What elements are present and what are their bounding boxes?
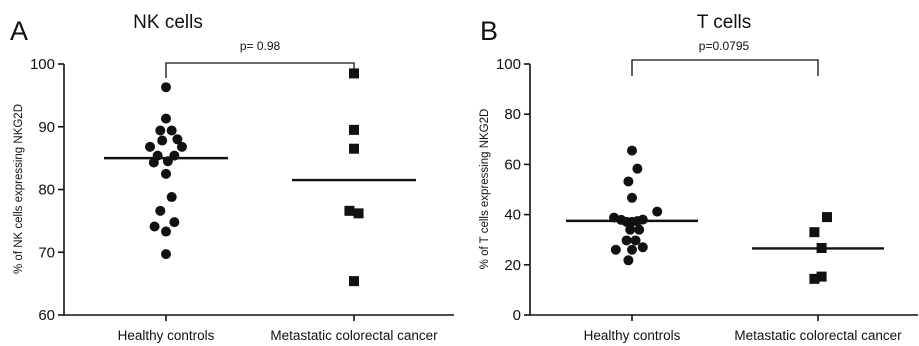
- data-point-circle: [161, 249, 171, 260]
- data-point-square: [353, 208, 364, 219]
- data-point-circle: [623, 176, 634, 187]
- category-label-healthy-controls: Healthy controls: [118, 328, 215, 343]
- data-point-square: [344, 205, 355, 216]
- data-point-square: [349, 143, 359, 154]
- data-point-square: [816, 242, 827, 253]
- category-label-metastatic-colorectal-cancer: Metastatic colorectal cancer: [270, 328, 438, 343]
- y-tick-label: 80: [38, 182, 55, 199]
- data-point-circle: [623, 255, 634, 266]
- y-axis-label-t: % of T cells expressing NKG2D: [479, 109, 491, 270]
- y-tick-label: 100: [30, 56, 55, 73]
- data-point-circle: [148, 157, 159, 168]
- data-point-square: [349, 68, 359, 79]
- data-point-square: [349, 124, 359, 135]
- data-point-circle: [155, 205, 166, 216]
- data-point-circle: [161, 226, 171, 237]
- data-point-circle: [637, 214, 648, 225]
- data-point-circle: [652, 206, 663, 217]
- category-label-metastatic-colorectal-cancer: Metastatic colorectal cancer: [734, 328, 902, 343]
- data-point-circle: [625, 224, 636, 235]
- data-point-square: [349, 276, 359, 287]
- y-tick-label: 70: [38, 244, 55, 261]
- data-point-circle: [161, 82, 171, 93]
- data-point-circle: [166, 192, 177, 203]
- significance-bracket: [165, 62, 355, 78]
- data-point-circle: [155, 125, 166, 136]
- p-value-t: p=0.0795: [699, 39, 750, 53]
- data-point-square: [822, 212, 832, 223]
- data-point-circle: [157, 135, 168, 146]
- panel-letter-a: A: [10, 16, 28, 46]
- data-point-circle: [161, 113, 171, 124]
- y-tick-label: 90: [38, 119, 55, 136]
- data-point-circle: [637, 242, 648, 253]
- y-tick-label: 40: [504, 207, 521, 224]
- significance-bracket: [631, 59, 819, 76]
- y-tick-label: 20: [504, 257, 521, 274]
- data-point-square: [816, 271, 827, 282]
- y-tick-label: 100: [496, 56, 521, 73]
- y-tick-label: 60: [504, 156, 521, 173]
- data-point-circle: [169, 217, 180, 228]
- y-tick-label: 80: [504, 106, 521, 123]
- data-point-circle: [161, 168, 171, 179]
- chart-title-nk-cells: NK cells: [133, 12, 203, 33]
- panel-b: B T cells % of T cells expressing NKG2D …: [479, 12, 918, 343]
- data-point-circle: [149, 221, 160, 232]
- data-point-circle: [632, 163, 643, 174]
- chart-title-t-cells: T cells: [697, 12, 752, 33]
- data-point-circle: [627, 192, 637, 203]
- data-point-circle: [627, 145, 637, 156]
- y-axis-label-nk: % of NK cells expressing NKG2D: [13, 104, 25, 274]
- panel-a: A NK cells % of NK cells expressing NKG2…: [10, 12, 454, 343]
- data-point-circle: [627, 244, 637, 255]
- p-value-nk: p= 0.98: [240, 39, 281, 53]
- data-point-circle: [166, 125, 177, 136]
- data-point-circle: [621, 235, 632, 246]
- data-point-circle: [630, 235, 641, 246]
- data-point-circle: [176, 141, 187, 152]
- data-point-circle: [610, 244, 621, 255]
- data-point-circle: [634, 224, 645, 235]
- data-point-square: [809, 273, 820, 284]
- y-tick-label: 0: [513, 307, 521, 324]
- data-point-circle: [169, 150, 180, 161]
- y-tick-label: 60: [38, 307, 55, 324]
- data-point-square: [809, 227, 820, 238]
- data-point-circle: [145, 141, 156, 152]
- data-point-circle: [162, 156, 173, 167]
- category-label-healthy-controls: Healthy controls: [584, 328, 681, 343]
- data-point-circle: [172, 134, 183, 145]
- panel-letter-b: B: [480, 16, 498, 46]
